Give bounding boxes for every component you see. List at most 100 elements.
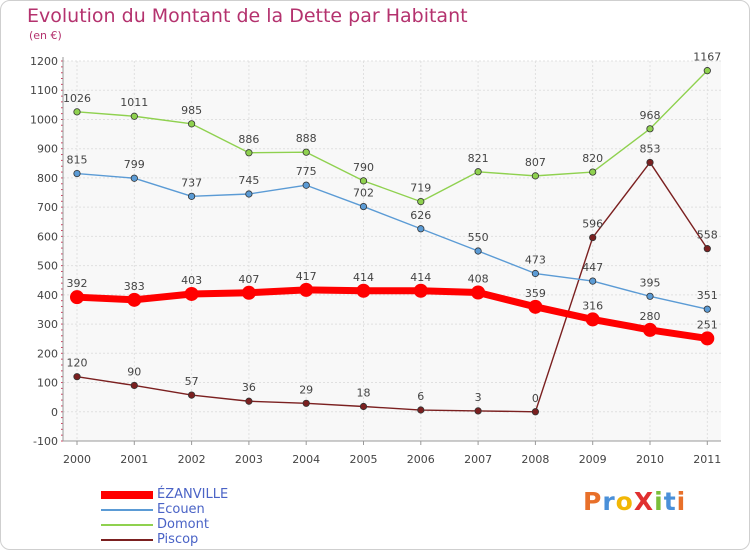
- series-ecouen: [73, 169, 711, 313]
- data-label: 120: [67, 357, 88, 370]
- x-tick-label: 2009: [579, 453, 607, 466]
- data-point: [413, 283, 428, 298]
- data-point: [528, 299, 543, 314]
- data-point: [302, 148, 310, 156]
- data-point: [703, 245, 711, 253]
- data-point: [646, 125, 654, 133]
- data-label: 821: [468, 152, 489, 165]
- legend-swatch: [101, 491, 153, 499]
- legend-swatch: [101, 524, 153, 526]
- data-label: 853: [640, 142, 661, 155]
- logo-letter: i: [676, 487, 687, 516]
- data-label: 29: [299, 383, 313, 396]
- logo-letter: r: [602, 487, 616, 516]
- data-point: [474, 247, 482, 255]
- logo-letter: X: [633, 487, 655, 516]
- data-point: [531, 408, 540, 416]
- y-tick-label: 1100: [30, 84, 58, 97]
- data-point: [643, 322, 657, 337]
- data-point: [184, 286, 199, 301]
- data-point: [703, 67, 711, 75]
- data-point: [70, 290, 84, 305]
- data-label: 820: [582, 152, 603, 165]
- x-tick-label: 2004: [292, 453, 320, 466]
- legend-label: Domont: [157, 517, 209, 532]
- y-tick-label: -100: [33, 435, 58, 448]
- data-point: [188, 192, 196, 200]
- data-point: [245, 149, 253, 157]
- data-point: [474, 407, 482, 415]
- x-tick-label: 2007: [464, 453, 492, 466]
- data-point: [589, 277, 597, 285]
- data-point: [531, 172, 540, 180]
- data-point: [130, 112, 138, 120]
- data-point: [302, 181, 310, 189]
- x-tick-label: 2010: [636, 453, 664, 466]
- data-point: [589, 168, 597, 176]
- data-label: 280: [640, 310, 661, 323]
- y-tick-label: 900: [37, 143, 58, 156]
- x-tick-label: 2011: [693, 453, 721, 466]
- data-point: [188, 120, 196, 128]
- data-label: 408: [468, 273, 489, 286]
- data-point: [474, 168, 482, 176]
- data-label: 807: [525, 156, 546, 169]
- data-point: [471, 285, 486, 300]
- series-line: [76, 69, 708, 203]
- data-point: [703, 305, 711, 313]
- data-label: 90: [127, 365, 141, 378]
- logo-letter: i: [654, 487, 664, 516]
- data-label: 36: [242, 381, 256, 394]
- data-label: 403: [181, 274, 202, 287]
- data-label: 626: [410, 209, 431, 222]
- legend-label: Ecouen: [157, 502, 205, 517]
- y-tick-label: 600: [37, 230, 58, 243]
- series-domont: [73, 67, 711, 206]
- data-label: 407: [238, 273, 259, 286]
- data-point: [417, 406, 425, 414]
- proxiti-logo: ProXiti: [583, 487, 686, 516]
- chart-title: Evolution du Montant de la Dette par Hab…: [27, 5, 468, 27]
- y-tick-label: 1200: [30, 55, 58, 68]
- data-label: 1011: [120, 96, 148, 109]
- x-tick-label: 2008: [521, 453, 549, 466]
- data-label: 414: [353, 271, 374, 284]
- y-tick-label: 200: [37, 347, 58, 360]
- data-point: [417, 225, 425, 233]
- series-line: [76, 172, 708, 310]
- data-label: 737: [181, 176, 202, 189]
- data-label: 985: [181, 104, 202, 117]
- data-point: [531, 269, 540, 278]
- data-label: 886: [238, 133, 259, 146]
- data-point: [73, 169, 81, 178]
- x-tick-label: 2002: [178, 453, 206, 466]
- plot-area: [63, 61, 721, 441]
- data-point: [646, 158, 654, 167]
- data-point: [130, 174, 138, 182]
- series-piscop: [73, 158, 711, 416]
- data-label: 57: [185, 375, 199, 388]
- data-label: 0: [532, 392, 539, 405]
- y-tick-label: 700: [37, 201, 58, 214]
- series-line: [73, 286, 711, 342]
- x-tick-label: 2001: [120, 453, 148, 466]
- data-point: [646, 292, 654, 300]
- data-point: [589, 233, 597, 242]
- chart-subtitle: (en €): [29, 29, 62, 42]
- data-label: 558: [697, 229, 718, 242]
- x-tick-label: 2000: [63, 453, 91, 466]
- data-point: [356, 283, 371, 298]
- data-label: 392: [67, 277, 88, 290]
- data-label: 395: [640, 276, 661, 289]
- data-point: [359, 202, 368, 211]
- y-tick-label: 400: [37, 289, 58, 302]
- data-label: 417: [296, 270, 317, 283]
- y-tick-label: 0: [51, 406, 58, 419]
- data-point: [73, 108, 81, 116]
- data-point: [245, 190, 253, 198]
- logo-letter: P: [583, 487, 603, 516]
- data-label: 383: [124, 280, 145, 293]
- data-label: 968: [640, 109, 661, 122]
